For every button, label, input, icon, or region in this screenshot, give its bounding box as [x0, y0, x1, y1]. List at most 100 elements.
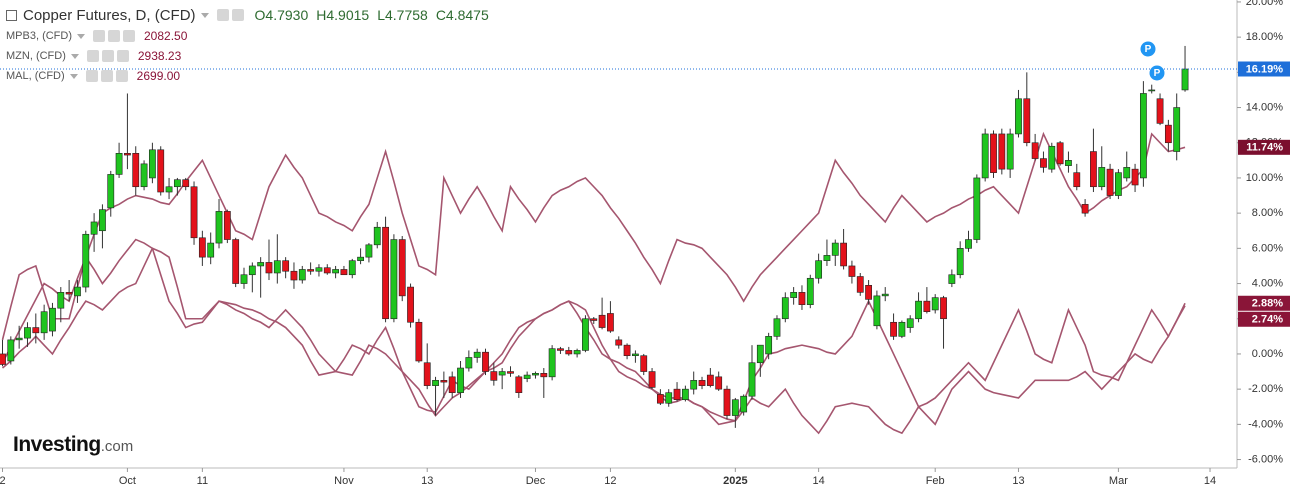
candle-body: [165, 186, 173, 193]
candle-body: [565, 350, 573, 355]
settings-icon[interactable]: [85, 70, 98, 82]
legend-row: MPB3, (CFD) 2082.50: [6, 26, 489, 46]
candle-body: [681, 388, 689, 401]
candle-body: [1065, 160, 1072, 166]
candle-body: [99, 209, 106, 232]
candle-body: [607, 313, 614, 332]
menu-caret[interactable]: [200, 12, 209, 18]
candle-body: [315, 267, 323, 272]
candle-body: [990, 133, 997, 173]
candle-body: [157, 149, 165, 193]
y-tick-label: 8.00%: [1252, 207, 1283, 219]
candle-body: [790, 292, 798, 298]
ohlc-label: L4.7758: [377, 7, 428, 23]
candle-body: [223, 211, 231, 240]
candle-body: [640, 355, 648, 372]
y-tick-label: -2.00%: [1248, 383, 1283, 395]
candle-body: [390, 239, 398, 320]
x-tick-label: Nov: [334, 475, 354, 487]
legend-row: MAL, (CFD) 2699.00: [6, 66, 489, 86]
y-tick-label: -6.00%: [1248, 453, 1283, 465]
settings-icon[interactable]: [216, 9, 229, 21]
settings-icon[interactable]: [93, 30, 105, 42]
legend-name: MAL, (CFD): [6, 70, 65, 82]
x-tick-label: 2: [0, 475, 6, 487]
candle-body: [1123, 167, 1131, 179]
candle-body: [548, 348, 556, 378]
candle-body: [423, 362, 431, 386]
ohlc-label: O4.7930: [254, 7, 309, 23]
candle-body: [856, 276, 864, 293]
settings-icon[interactable]: [231, 9, 244, 21]
candle-body: [940, 297, 947, 320]
candle-body: [615, 339, 623, 346]
y-tick-label: 4.00%: [1252, 277, 1283, 289]
y-tick-label: -4.00%: [1248, 418, 1283, 430]
candle-body: [373, 226, 381, 246]
menu-caret[interactable]: [70, 53, 79, 59]
logo-suffix: .com: [100, 438, 134, 455]
candle-body: [290, 270, 298, 281]
candle-body: [781, 297, 789, 320]
candle-body: [973, 177, 981, 240]
x-tick-label: 14: [1204, 475, 1216, 487]
candle-body: [382, 226, 389, 320]
candle-body: [74, 286, 81, 297]
candle-body: [765, 336, 773, 355]
price-badge: [1238, 295, 1290, 311]
candle-body: [623, 344, 631, 357]
candle-body: [723, 388, 731, 416]
settings-icon[interactable]: [101, 50, 114, 62]
candle-body: [432, 380, 439, 386]
price-badge-label: 2.74%: [1252, 314, 1283, 326]
close-icon[interactable]: [116, 50, 129, 62]
settings-icon[interactable]: [86, 50, 99, 62]
candle-body: [307, 269, 315, 272]
candle-body: [332, 269, 340, 274]
candle-body: [65, 292, 73, 295]
legend-row: MZN, (CFD) 2938.23: [6, 46, 489, 66]
candle-body: [1081, 204, 1089, 214]
legend-name: MZN, (CFD): [6, 50, 66, 62]
menu-caret[interactable]: [69, 73, 78, 79]
candle-body: [598, 314, 606, 328]
candle-body: [282, 260, 290, 272]
candle-body: [32, 327, 40, 334]
candle-body: [915, 300, 922, 320]
candle-body: [190, 186, 198, 239]
settings-icon[interactable]: [100, 70, 113, 82]
candle-body: [348, 260, 356, 276]
ohlc-label: C4.8475: [435, 7, 489, 23]
candle-body: [0, 353, 6, 365]
logo: Investing.com: [13, 433, 133, 457]
candle-body: [340, 269, 348, 276]
candle-body: [298, 269, 306, 281]
settings-icon[interactable]: [108, 30, 120, 42]
close-icon[interactable]: [123, 30, 135, 42]
candle-body: [507, 371, 514, 374]
candle-body: [365, 244, 373, 258]
candle-body: [756, 344, 764, 364]
candle-body: [448, 376, 456, 393]
candle-body: [890, 321, 897, 337]
candle-body: [731, 399, 739, 416]
x-tick-label: 13: [1012, 475, 1024, 487]
price-badge: [1238, 311, 1290, 327]
x-tick-label: Dec: [526, 475, 546, 487]
candle-body: [1073, 172, 1081, 188]
y-tick-label: 20.00%: [1246, 0, 1284, 8]
candle-body: [1164, 124, 1172, 144]
candle-body: [57, 292, 65, 309]
event-marker-label: P: [1154, 68, 1161, 79]
candle-body: [90, 221, 98, 235]
x-tick-label: 11: [197, 475, 208, 487]
candle-body: [965, 239, 972, 249]
candle-body: [1173, 107, 1181, 152]
menu-caret[interactable]: [77, 33, 85, 39]
close-icon[interactable]: [115, 70, 128, 82]
x-tick-label: 13: [421, 475, 433, 487]
y-tick-label: 0.00%: [1252, 348, 1283, 360]
candle-body: [148, 149, 156, 179]
toggle[interactable]: [6, 9, 17, 21]
